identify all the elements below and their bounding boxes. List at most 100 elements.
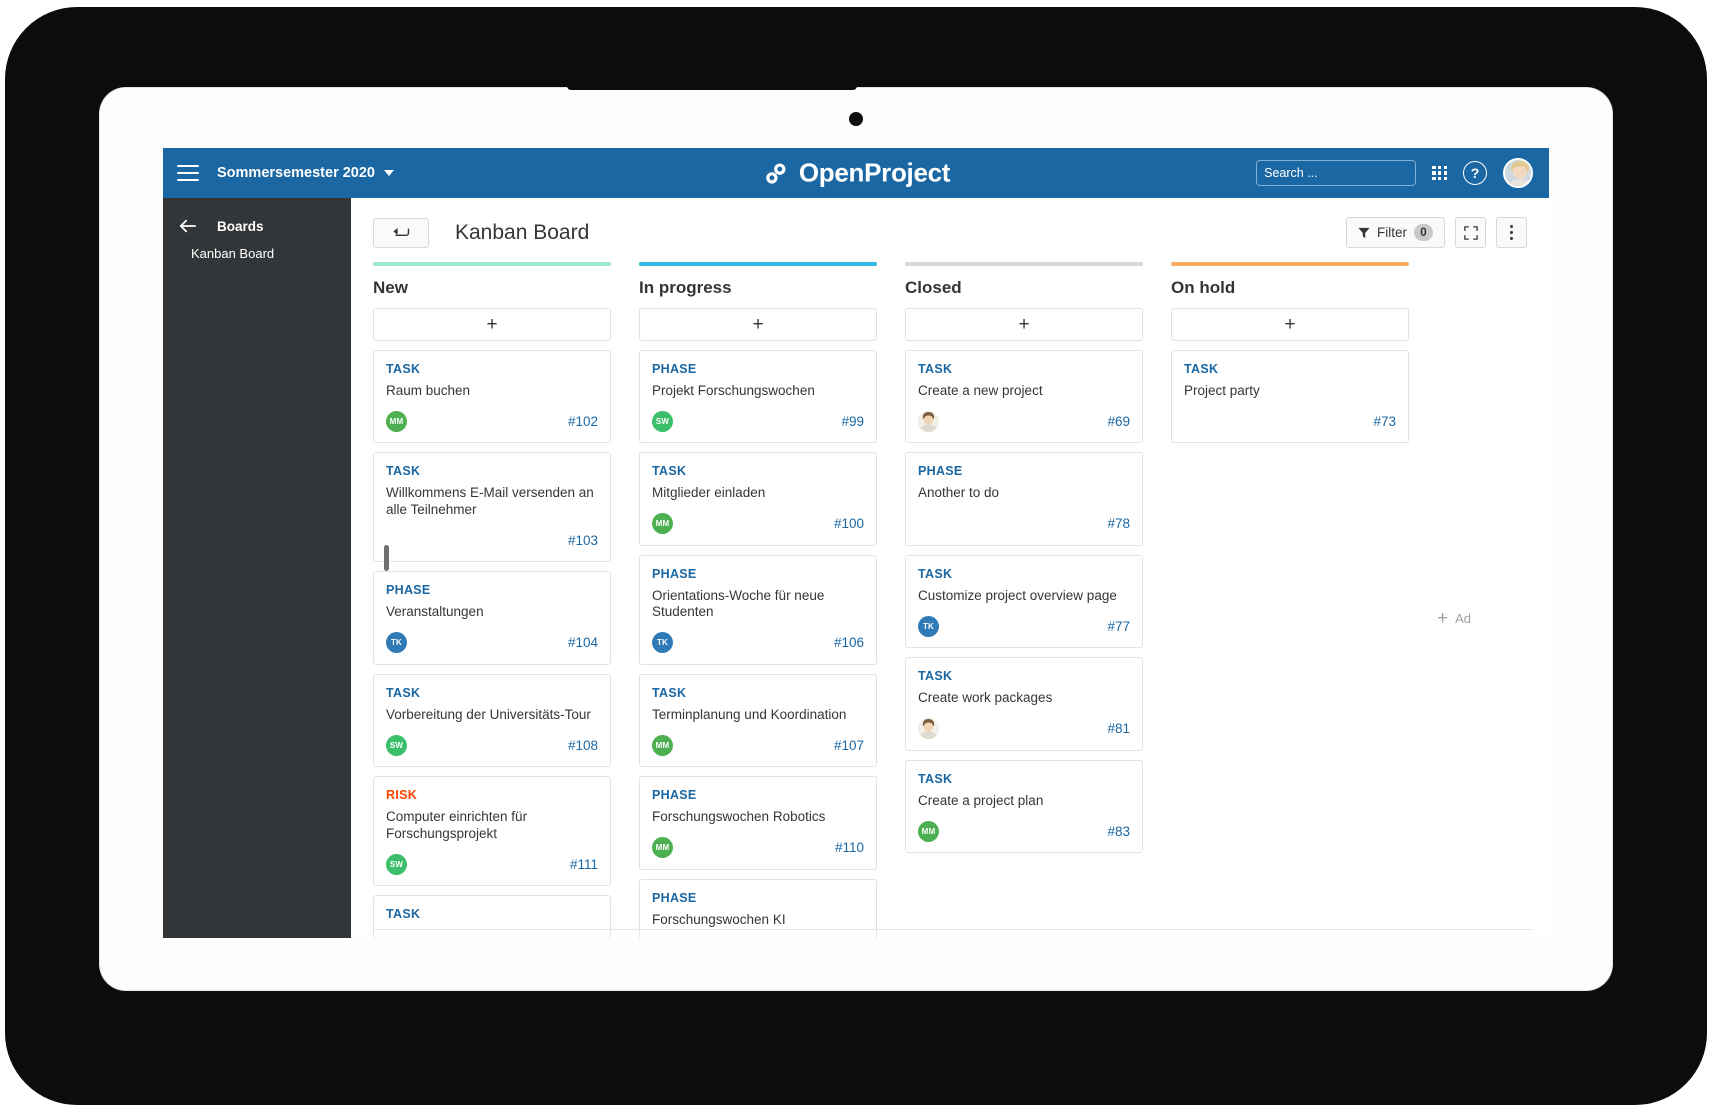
card-footer: SW #111 [386,853,598,875]
board-card[interactable]: TASK Terminplanung und Koordination MM #107 [639,673,877,768]
funnel-icon [1358,227,1370,238]
brand-name: OpenProject [798,157,951,188]
board-card[interactable]: RISK Computer einrichten für Forschungspr… [373,776,611,887]
card-id[interactable]: #69 [1107,413,1130,429]
add-card-button[interactable]: + [639,308,877,341]
board-card[interactable]: TASK Customize project overview page TK #77 [905,554,1143,649]
kanban-board: New + TASK Raum buchen MM #102 TASK Willkommens… [351,254,1549,938]
card-id[interactable]: #73 [1373,413,1396,429]
board-card[interactable]: TASK Project party #73 [1171,350,1409,444]
assignee-avatar: MM [918,820,939,842]
board-card[interactable]: PHASE Projekt Forschungswochen SW #99 [639,350,877,444]
card-id[interactable]: #103 [567,532,598,548]
card-subject: Forschungswochen Robotics [652,809,826,825]
assignee-avatar: SW [386,734,407,756]
filter-button[interactable]: Filter 0 [1346,217,1445,248]
hamburger-icon[interactable] [177,165,199,181]
brand-logo[interactable]: OpenProject [762,158,950,189]
column-title: New [373,278,408,297]
board-card[interactable]: PHASE Forschungswochen Robotics MM #110 [639,776,877,870]
column-title: On hold [1171,278,1236,297]
card-id[interactable]: #104 [567,635,598,651]
camera-icon [849,112,863,126]
board-card[interactable]: TASK Vorbereitung der Universitäts-Tour SW… [373,673,611,768]
card-id[interactable]: #108 [567,737,598,753]
card-type-label: TASK [386,464,421,479]
sidebar-item-label: Kanban Board [191,246,275,261]
card-footer: SW #99 [652,410,864,432]
board-card[interactable]: PHASE Another to do #78 [905,452,1143,546]
assignee-avatar: TK [386,632,407,654]
assignee-avatar-photo [918,718,939,740]
project-selector[interactable]: Sommersemester 2020 [217,165,394,181]
openproject-logo-icon [766,162,786,184]
help-icon[interactable]: ? [1463,161,1487,185]
more-options-button[interactable] [1496,217,1527,248]
card-subject: Computer einrichten für Forschungsprojek… [386,809,528,841]
assignee-avatar-photo [918,410,939,432]
card-subject: Raum buchen [386,383,471,398]
column-color-bar [905,262,1143,266]
column-title: Closed [905,278,962,297]
board-card[interactable]: TASK Create a project plan MM #83 [905,759,1143,854]
card-id[interactable]: #99 [841,413,864,429]
sidebar-item-kanban-board[interactable]: Kanban Board [163,234,351,267]
card-subject: Mitglieder einladen [652,485,766,501]
board-card[interactable]: PHASE Veranstaltungen TK #104 [373,571,611,665]
add-card-button[interactable]: + [1171,308,1409,341]
board-card[interactable]: TASK Raum buchen MM #102 [373,350,611,444]
global-search[interactable] [1256,160,1426,186]
board-card[interactable]: TASK Create a new project #69 [905,350,1143,444]
board-card[interactable]: PHASE Forschungswochen KI [639,878,877,938]
card-subject: Project party [1184,383,1260,398]
card-id[interactable]: #106 [833,635,864,651]
board-column: New + TASK Raum buchen MM #102 TASK Willkommens… [373,262,611,938]
card-footer: MM #83 [918,820,1130,842]
scroll-handle[interactable] [384,545,389,571]
card-subject: Customize project overview page [918,587,1117,603]
column-color-bar [1171,262,1409,266]
card-id[interactable]: #81 [1107,721,1130,737]
card-footer: MM #102 [386,410,598,432]
board-card[interactable]: TASK Create work packages #81 [905,657,1143,751]
assignee-avatar: MM [652,734,673,756]
card-id[interactable]: #107 [833,737,864,753]
board-divider [373,929,1533,930]
card-id[interactable]: #78 [1107,516,1130,532]
assignee-avatar: TK [652,632,673,654]
search-input[interactable] [1264,166,1426,180]
board-card[interactable]: TASK Mitglieder einladen MM #100 [639,452,877,546]
card-id[interactable]: #77 [1107,618,1130,634]
card-type-label: PHASE [652,788,697,803]
back-button[interactable] [373,217,429,248]
board-card[interactable]: TASK Willkommens E-Mail versenden an alle… [373,452,611,563]
sidebar-back[interactable]: Boards [163,212,351,234]
card-id[interactable]: #110 [834,840,864,856]
app-body: Boards Kanban Board Kanban Board [163,198,1549,938]
card-id[interactable]: #111 [569,856,598,872]
add-card-button[interactable]: + [905,308,1143,341]
board-card[interactable]: TASK [373,895,611,938]
card-subject: Orientations-Woche für neue Studenten [652,587,825,620]
card-subject: Vorbereitung der Universitäts-Tour [386,706,591,722]
card-id[interactable]: #100 [833,516,864,532]
card-id[interactable]: #83 [1107,823,1130,839]
add-card-button[interactable]: + [373,308,611,341]
card-type-label: TASK [918,566,953,581]
add-list-button[interactable]: + Ad [1437,262,1471,938]
card-type-label: PHASE [386,583,431,598]
tablet-notch [567,84,857,90]
fullscreen-button[interactable] [1455,217,1486,248]
card-footer: #81 [918,718,1130,740]
column-color-bar [373,262,611,266]
plus-icon: + [752,314,764,335]
avatar[interactable] [1503,158,1533,188]
card-id[interactable]: #102 [567,413,598,429]
card-type-label: PHASE [652,566,697,581]
card-type-label: TASK [918,362,953,376]
assignee-avatar: MM [652,513,673,535]
grid-modules-icon[interactable] [1432,165,1447,181]
assignee-avatar: MM [652,837,673,859]
board-card[interactable]: PHASE Orientations-Woche für neue Student… [639,554,877,665]
card-subject: Create work packages [918,690,1053,706]
